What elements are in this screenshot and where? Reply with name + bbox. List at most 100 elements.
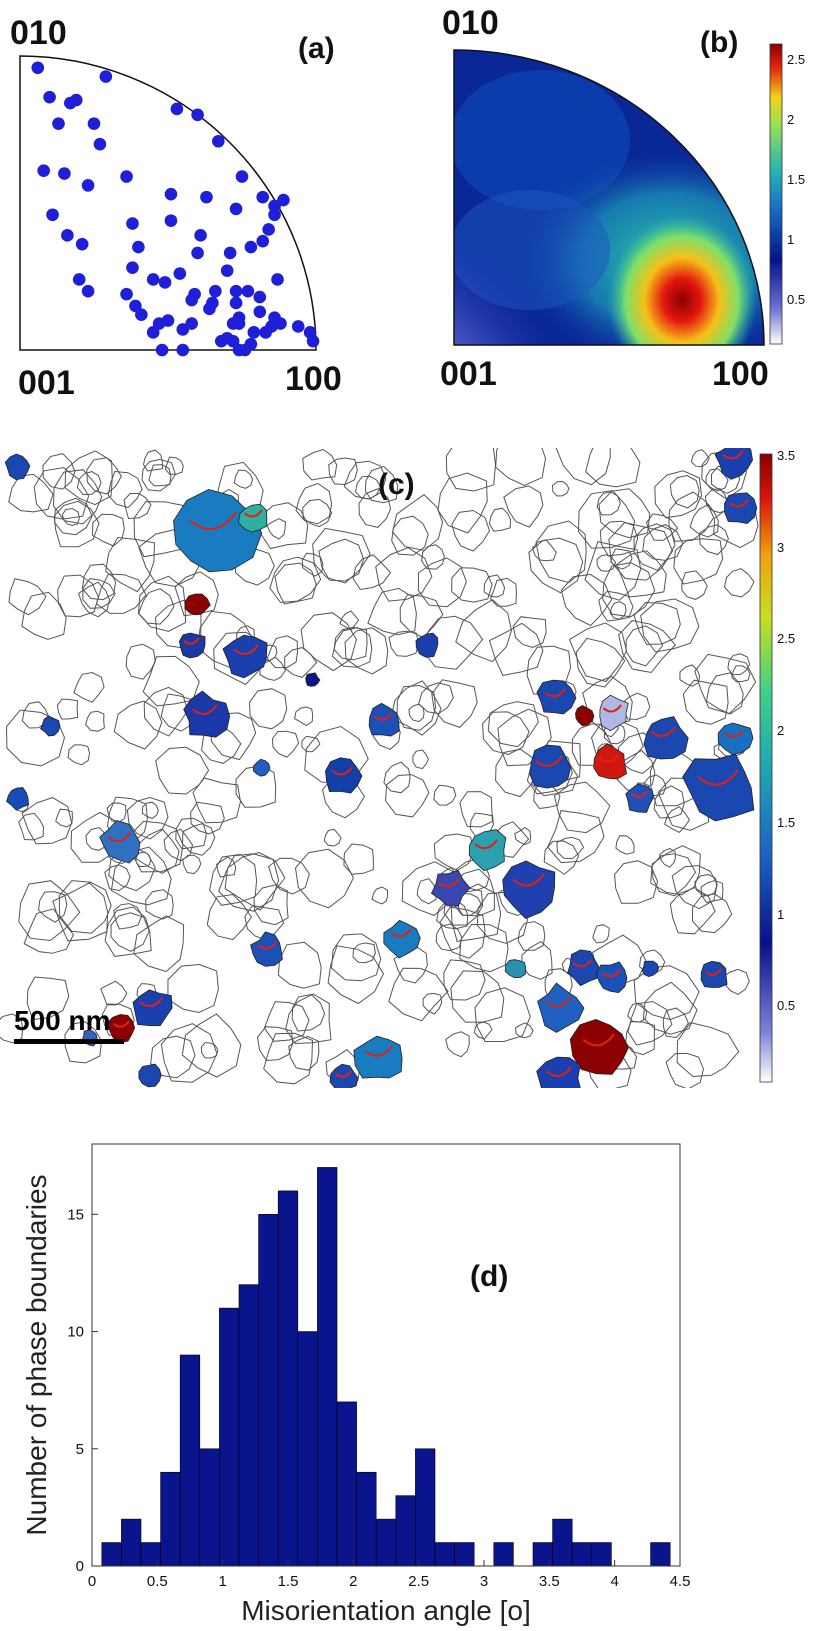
grain-outline <box>665 1052 705 1088</box>
grain-outline <box>285 993 332 1045</box>
grain-outline <box>182 854 202 875</box>
grain-outline <box>731 665 751 683</box>
scatter-point <box>271 273 284 286</box>
grain-boundary-line <box>112 1020 130 1028</box>
grain-outline <box>436 899 469 930</box>
ipf-scatter-plot <box>19 55 320 357</box>
colorbar-c-tick: 3.5 <box>777 448 796 463</box>
colored-grain <box>599 694 629 732</box>
scatter-point <box>277 193 290 207</box>
grain-outline <box>705 468 729 492</box>
grain-outline <box>689 503 719 538</box>
grain-outline <box>263 1001 310 1042</box>
grain-outline <box>439 906 486 959</box>
grain-outline <box>295 482 333 525</box>
scatter-point <box>81 179 95 192</box>
histogram-bar <box>454 1542 475 1567</box>
scale-bar-label: 500 nm <box>14 1005 111 1036</box>
grain-outline <box>433 784 457 806</box>
grain-outline <box>575 637 626 688</box>
grain-outline <box>163 828 194 862</box>
grain-outline <box>18 880 81 942</box>
scatter-point <box>306 334 320 348</box>
scatter-point <box>146 273 160 286</box>
grain-outline <box>654 470 703 519</box>
scatter-point <box>235 170 249 183</box>
scatter-point <box>268 199 281 213</box>
misorientation-histogram: 0 0.5 1 1.5 2 2.5 3 3.5 4 4.5 0 5 10 15 Misorientatio… <box>21 1143 691 1626</box>
panel-c: (c) 500 nm 3.5 3 2.5 2 1.5 1 0.5 <box>0 448 837 1088</box>
x-tick-label: 4.5 <box>670 1573 691 1590</box>
grain-outline <box>52 882 109 942</box>
grain-outline <box>535 520 587 584</box>
grain-outline <box>639 949 666 975</box>
scatter-point <box>185 317 198 330</box>
colorbar-c-tick: 2.5 <box>777 631 796 646</box>
ipf-boundary-b <box>453 49 765 346</box>
grain-outline <box>682 679 729 725</box>
grain-outline <box>532 539 557 562</box>
grain-outline <box>192 777 242 824</box>
scatter-point <box>191 108 204 122</box>
scatter-point <box>61 229 74 242</box>
grain-outline <box>528 537 584 594</box>
grain-outline <box>86 457 122 495</box>
grain-outline <box>82 578 116 609</box>
x-tick-label: 1.5 <box>278 1573 299 1590</box>
grain-outline <box>608 522 674 581</box>
grain-outline <box>164 456 184 475</box>
histogram-bar <box>238 1284 259 1567</box>
grain-outline <box>105 536 156 593</box>
scatter-point <box>229 296 243 310</box>
grain-outline <box>451 567 493 603</box>
grain-outline <box>669 887 716 935</box>
grain-outline <box>55 808 73 828</box>
scatter-point <box>58 167 71 180</box>
grain-outline <box>393 945 428 984</box>
grain-outline <box>26 976 70 1021</box>
grain-outline <box>443 959 486 1001</box>
grain-outline <box>100 980 128 1006</box>
grain-outline <box>391 515 429 556</box>
grain-outline <box>700 880 724 903</box>
grain-outline <box>137 575 187 632</box>
grain-boundary-line <box>474 839 498 850</box>
grain-boundary-line <box>390 928 412 938</box>
scatter-point <box>120 170 133 183</box>
colored-grain <box>504 959 527 979</box>
grain-outline <box>181 823 216 856</box>
colored-grain <box>138 1063 162 1088</box>
grain-outline <box>143 686 189 737</box>
grain-outline <box>206 893 253 941</box>
grain-outline <box>160 693 199 732</box>
grain-outline <box>18 812 45 841</box>
x-tick-label: 4 <box>610 1573 618 1590</box>
scatter-point <box>155 343 169 357</box>
grain-outline <box>77 581 111 618</box>
scatter-point <box>31 61 45 75</box>
grain-outline <box>8 578 47 616</box>
scatter-point <box>185 293 198 307</box>
grain-outline <box>627 1000 673 1046</box>
grain-outline <box>21 591 67 640</box>
grain-outline <box>450 970 505 1023</box>
grain-boundary-line <box>602 704 622 713</box>
grain-boundary-line <box>534 755 563 767</box>
grain-boundary-line <box>598 753 620 763</box>
panel-label-a: (a) <box>298 32 335 65</box>
grain-outline <box>125 643 156 680</box>
colored-grain <box>536 1056 581 1088</box>
grain-outline <box>126 796 169 840</box>
grain-outline <box>392 494 444 551</box>
histogram-bar <box>493 1542 514 1567</box>
scatter-point <box>229 202 243 216</box>
grain-boundary-line <box>650 726 676 737</box>
grain-outline <box>590 720 644 770</box>
grain-outline <box>61 508 80 527</box>
grain-outline <box>200 1042 219 1059</box>
scatter-point <box>52 117 65 130</box>
grain-outline <box>691 893 733 934</box>
grain-boundary-line <box>438 878 460 888</box>
grain-boundary-line <box>107 832 131 843</box>
grain-outline <box>291 993 326 1032</box>
